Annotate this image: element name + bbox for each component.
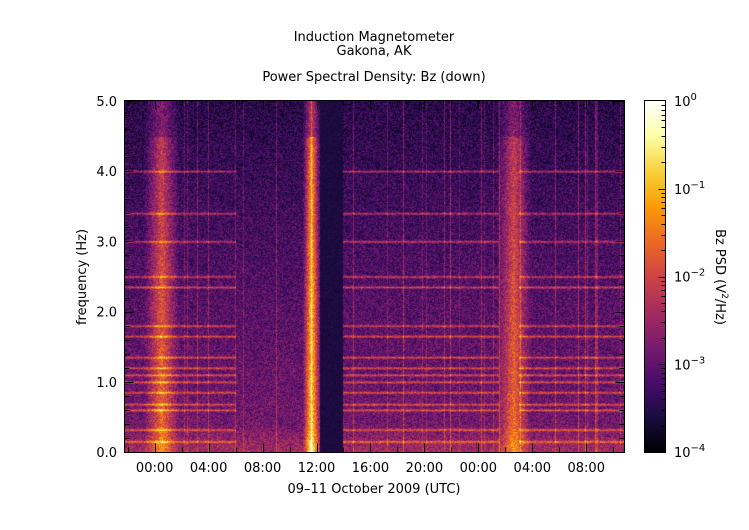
y-axis-label: frequency (Hz): [75, 229, 90, 325]
x-tick-label: 08:00: [568, 461, 605, 476]
colorbar-tick-label: 10−2: [674, 268, 705, 286]
x-tick-label: 04:00: [514, 461, 551, 476]
tick-marks: [124, 100, 666, 453]
x-tick-label: 08:00: [244, 461, 281, 476]
chart-title: Induction Magnetometer: [293, 30, 455, 45]
plot-border: [124, 100, 625, 453]
y-tick-label: 0.0: [96, 446, 117, 461]
x-tick-label: 00:00: [460, 461, 497, 476]
tick-labels: 00:00 04:00 08:00 12:00 16:00 20:00 00:00 04:00…: [96, 92, 705, 476]
plot-title: Power Spectral Density: Bz (down): [262, 70, 486, 85]
y-tick-label: 4.0: [96, 165, 117, 180]
y-tick-label: 2.0: [96, 306, 117, 321]
colorbar-border: [644, 100, 666, 453]
colorbar-tick-label: 10−3: [674, 355, 705, 373]
colorbar-tick-label: 10−4: [674, 443, 705, 461]
y-tick-label: 3.0: [96, 235, 117, 250]
colorbar-label-sup: 2: [719, 293, 729, 299]
colorbar-label-prefix: Bz PSD (V: [712, 229, 727, 293]
colorbar-label: Bz PSD (V2/Hz): [712, 229, 729, 325]
chart-subtitle: Gakona, AK: [336, 44, 412, 59]
x-tick-label: 00:00: [136, 461, 173, 476]
x-tick-label: 20:00: [406, 461, 443, 476]
colorbar-tick-label: 10−1: [674, 180, 705, 198]
x-tick-label: 04:00: [190, 461, 227, 476]
y-tick-label: 5.0: [96, 95, 117, 110]
x-axis-label: 09–11 October 2009 (UTC): [287, 482, 460, 497]
colorbar-label-suffix: /Hz): [712, 299, 727, 325]
y-tick-label: 1.0: [96, 376, 117, 391]
x-tick-label: 12:00: [298, 461, 335, 476]
x-tick-label: 16:00: [352, 461, 389, 476]
colorbar-tick-label: 100: [674, 92, 697, 110]
spectrogram-image: [125, 101, 624, 452]
